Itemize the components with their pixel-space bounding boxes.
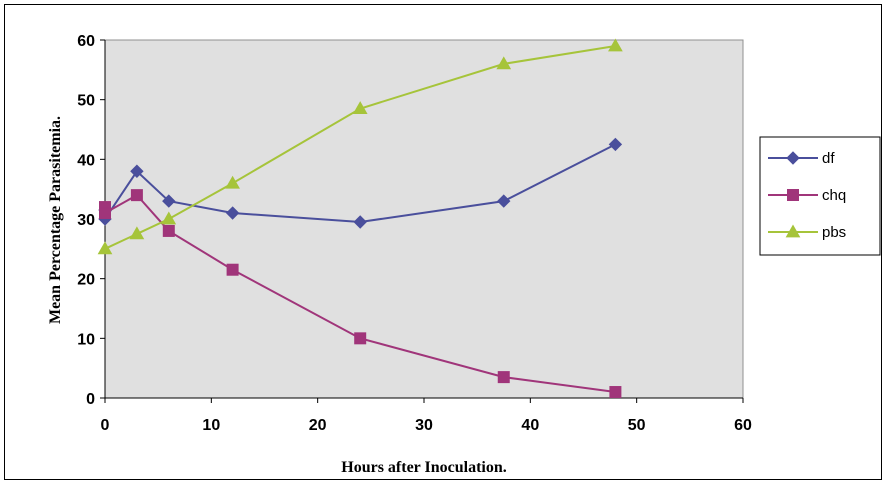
series-layer: [97, 38, 623, 399]
legend-item-pbs: pbs: [768, 224, 846, 241]
data-point-df: [162, 194, 176, 208]
legend-item-chq: chq: [768, 187, 846, 204]
y-axis-title: Mean Percentage Parasitemia.: [47, 116, 64, 324]
legend-label: chq: [822, 187, 846, 204]
legend-label: pbs: [822, 224, 846, 241]
data-point-df: [130, 164, 144, 178]
x-tick-label: 40: [521, 417, 539, 434]
data-point-df: [225, 206, 240, 220]
y-tick-label: 0: [86, 391, 95, 408]
data-point-chq: [130, 189, 143, 202]
y-tick-label: 30: [77, 212, 95, 229]
data-point-pbs: [97, 241, 113, 255]
legend-marker: [787, 189, 799, 201]
plot-area: [104, 39, 744, 399]
legend-marker: [785, 224, 801, 238]
series-chq: [99, 189, 622, 399]
series-pbs: [97, 38, 623, 255]
data-point-df: [608, 137, 623, 152]
x-tick-label: 10: [202, 417, 220, 434]
data-point-pbs: [496, 56, 512, 70]
x-axis-title: Hours after Inoculation.: [341, 459, 506, 476]
data-point-chq: [99, 207, 111, 220]
y-tick-label: 60: [77, 33, 95, 50]
y-tick-label: 50: [77, 93, 95, 110]
data-point-pbs: [129, 226, 145, 240]
x-tick-label: 60: [734, 417, 752, 434]
data-point-pbs: [352, 101, 368, 114]
data-point-chq: [354, 332, 367, 345]
data-point-pbs: [608, 38, 623, 52]
y-tick-label: 10: [77, 331, 95, 348]
data-point-df: [497, 194, 511, 208]
data-point-df: [353, 215, 367, 229]
y-tick-label: 40: [77, 152, 95, 169]
axes: 0 10 20 30 40 50 60 0 10 20 30 40 50 60: [77, 33, 752, 434]
data-point-chq: [497, 371, 510, 384]
legend-item-df: df: [768, 150, 835, 167]
y-tick-label: 20: [77, 272, 95, 289]
legend-label: df: [822, 150, 835, 167]
x-tick-label: 0: [101, 417, 110, 434]
x-tick-label: 30: [415, 417, 433, 434]
data-point-chq: [226, 263, 239, 276]
legend: df chq pbs: [759, 136, 881, 256]
data-point-chq: [609, 386, 622, 399]
data-point-pbs: [225, 175, 240, 189]
x-tick-label: 50: [628, 417, 646, 434]
x-tick-label: 20: [309, 417, 327, 434]
data-point-pbs: [161, 211, 177, 225]
data-point-chq: [162, 224, 175, 237]
legend-marker: [786, 151, 800, 165]
